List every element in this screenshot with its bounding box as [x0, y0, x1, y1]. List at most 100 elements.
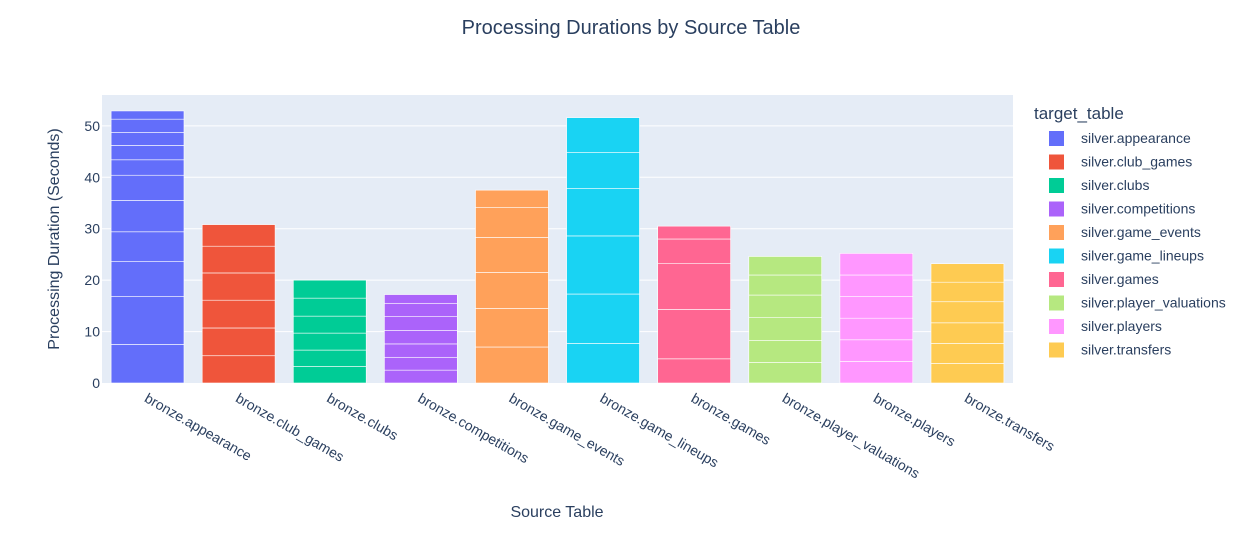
bar-segment	[475, 189, 549, 208]
legend-title: target_table	[1034, 104, 1124, 123]
bar-segment	[110, 174, 185, 201]
legend-entry: silver.player_valuations	[1081, 295, 1226, 311]
legend-swatch	[1049, 225, 1064, 240]
bar-segment	[384, 316, 458, 331]
bar-segment	[201, 272, 276, 301]
bar-segment	[839, 339, 914, 362]
bar-segment	[566, 188, 640, 237]
bar-segment	[657, 309, 731, 360]
bar-segment	[566, 235, 640, 295]
bar-segment	[384, 369, 458, 384]
bar-segment	[930, 363, 1005, 384]
legend-swatch	[1049, 154, 1064, 170]
bar-segment	[475, 237, 549, 273]
y-tick-label: 50	[84, 118, 100, 134]
bar-segment	[110, 261, 185, 297]
bar-segment	[475, 207, 549, 238]
bar-segment	[293, 297, 367, 317]
bar-segment	[110, 118, 185, 133]
bar-segment	[566, 152, 640, 189]
legend-swatch	[1049, 342, 1064, 358]
bar-segment	[748, 256, 822, 276]
bar-segment	[201, 355, 276, 384]
bar-segment	[839, 274, 914, 297]
chart-title: Processing Durations by Source Table	[462, 17, 801, 39]
bar-segment	[930, 281, 1005, 303]
bar-segment	[748, 362, 822, 384]
legend-entry: silver.club_games	[1081, 154, 1192, 170]
bar-segment	[839, 253, 914, 276]
bar-segment	[201, 224, 276, 247]
bar-segment	[110, 110, 185, 120]
bar-segment	[293, 349, 367, 367]
y-axis-title: Processing Duration (Seconds)	[46, 128, 63, 349]
bar-segment	[475, 346, 549, 384]
bar-segment	[930, 301, 1005, 324]
bar-segment	[839, 361, 914, 384]
bar-segment	[657, 238, 731, 264]
x-tick-label: bronze.players	[871, 390, 959, 450]
y-tick-label: 20	[84, 272, 100, 288]
bar-segment	[201, 327, 276, 357]
y-tick-label: 10	[84, 324, 100, 340]
bar-segment	[293, 332, 367, 351]
x-axis-ticks: bronze.appearancebronze.club_gamesbronze…	[142, 390, 1058, 482]
legend-entry: silver.games	[1081, 271, 1159, 287]
bar-segment	[110, 132, 185, 146]
legend-entry: silver.competitions	[1081, 201, 1195, 217]
bar-segment	[384, 343, 458, 358]
y-axis-ticks: 0 10 20 30 40 50	[84, 118, 100, 391]
bar-segment	[930, 322, 1005, 344]
legend-entry: silver.clubs	[1081, 177, 1149, 193]
bar-segment	[566, 117, 640, 153]
legend: target_table silver.appearance silver.clu…	[1034, 104, 1226, 358]
bar-segment	[839, 317, 914, 341]
bar-segment	[110, 344, 185, 384]
y-tick-label: 40	[84, 169, 100, 185]
bar-segment	[293, 366, 367, 384]
bars	[110, 110, 1005, 384]
bar-segment	[110, 231, 185, 262]
bar-segment	[110, 159, 185, 176]
legend-entry: silver.game_events	[1081, 224, 1201, 240]
bar-segment	[566, 293, 640, 344]
x-tick-label: bronze.clubs	[324, 390, 401, 444]
bar-segment	[110, 200, 185, 233]
bar-segment	[748, 294, 822, 318]
bar-segment	[657, 263, 731, 310]
legend-entry: silver.transfers	[1081, 342, 1171, 358]
bar-segment	[110, 145, 185, 161]
bar-segment	[839, 296, 914, 319]
bar-segment	[384, 330, 458, 345]
bar-segment	[384, 294, 458, 304]
legend-entry: silver.players	[1081, 318, 1162, 334]
bar-segment	[748, 274, 822, 296]
bar-segment	[657, 225, 731, 240]
bar-segment	[201, 245, 276, 274]
legend-swatch	[1049, 201, 1064, 217]
bar-segment	[930, 263, 1005, 283]
legend-swatch	[1049, 131, 1064, 146]
bar-segment	[110, 296, 185, 345]
bar-segment	[657, 358, 731, 384]
bar-segment	[384, 356, 458, 371]
legend-swatch	[1049, 295, 1064, 311]
x-tick-label: bronze.games	[689, 390, 774, 448]
bar-segment	[293, 315, 367, 334]
bar-segment	[930, 343, 1005, 364]
bar-segment	[201, 299, 276, 329]
bar-segment	[566, 343, 640, 384]
legend-swatch	[1049, 248, 1064, 264]
legend-entry: silver.game_lineups	[1081, 248, 1204, 264]
y-tick-label: 0	[92, 375, 100, 391]
legend-swatch	[1049, 178, 1064, 193]
y-tick-label: 30	[84, 221, 100, 237]
bar-segment	[475, 308, 549, 348]
x-tick-label: bronze.transfers	[962, 390, 1058, 454]
bar-segment	[748, 340, 822, 363]
legend-entry: silver.appearance	[1081, 130, 1191, 146]
legend-swatch	[1049, 272, 1064, 287]
bar-segment	[384, 302, 458, 317]
bar-segment	[475, 272, 549, 309]
